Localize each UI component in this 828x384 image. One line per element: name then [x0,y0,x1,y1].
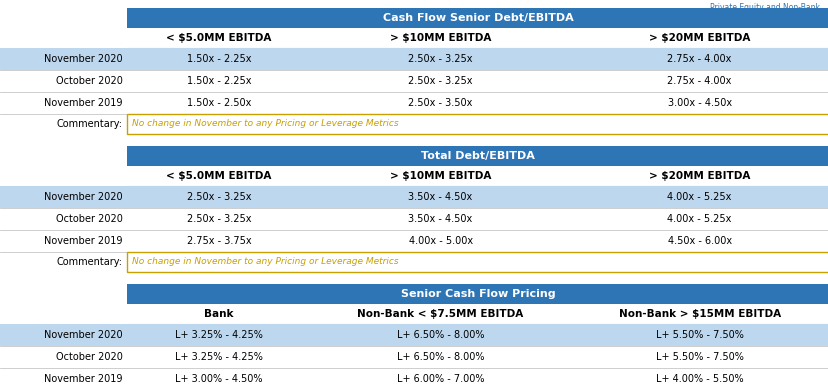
Text: 3.50x - 4.50x: 3.50x - 4.50x [408,214,472,224]
Text: > $20MM EBITDA: > $20MM EBITDA [648,33,749,43]
Text: 1.50x - 2.25x: 1.50x - 2.25x [186,54,251,64]
Text: 2.50x - 3.25x: 2.50x - 3.25x [408,76,472,86]
Text: < $5.0MM EBITDA: < $5.0MM EBITDA [166,33,272,43]
Text: November 2020: November 2020 [44,330,123,340]
Text: L+ 3.25% - 4.25%: L+ 3.25% - 4.25% [175,352,262,362]
Text: 4.00x - 5.25x: 4.00x - 5.25x [667,214,731,224]
Text: 4.00x - 5.00x: 4.00x - 5.00x [408,236,472,246]
Bar [127,146,828,166]
Text: Non-Bank < $7.5MM EBITDA: Non-Bank < $7.5MM EBITDA [357,309,523,319]
Text: > $10MM EBITDA: > $10MM EBITDA [389,171,491,181]
Text: > $10MM EBITDA: > $10MM EBITDA [389,33,491,43]
Text: L+ 6.50% - 8.00%: L+ 6.50% - 8.00% [397,352,484,362]
Text: 3.50x - 4.50x: 3.50x - 4.50x [408,192,472,202]
Text: 1.50x - 2.50x: 1.50x - 2.50x [186,98,251,108]
Text: L+ 5.50% - 7.50%: L+ 5.50% - 7.50% [655,352,743,362]
Bar [127,114,828,134]
Text: November 2019: November 2019 [44,98,123,108]
Bar [127,8,828,28]
Text: L+ 5.50% - 7.50%: L+ 5.50% - 7.50% [655,330,743,340]
Text: L+ 3.00% - 4.50%: L+ 3.00% - 4.50% [175,374,262,384]
Text: Commentary:: Commentary: [57,119,123,129]
Text: L+ 4.00% - 5.50%: L+ 4.00% - 5.50% [655,374,743,384]
Bar [0,186,828,208]
Bar [127,252,828,272]
Bar [0,48,828,70]
Bar [127,284,828,304]
Text: 1.50x - 2.25x: 1.50x - 2.25x [186,76,251,86]
Text: No change in November to any Pricing or Leverage Metrics: No change in November to any Pricing or … [132,119,398,129]
Text: 2.50x - 3.25x: 2.50x - 3.25x [186,214,251,224]
Text: November 2020: November 2020 [44,192,123,202]
Text: L+ 6.00% - 7.00%: L+ 6.00% - 7.00% [397,374,484,384]
Text: 4.00x - 5.25x: 4.00x - 5.25x [667,192,731,202]
Text: 2.75x - 4.00x: 2.75x - 4.00x [667,76,731,86]
Text: October 2020: October 2020 [56,352,123,362]
Text: November 2020: November 2020 [44,54,123,64]
Text: 4.50x - 6.00x: 4.50x - 6.00x [667,236,731,246]
Text: October 2020: October 2020 [56,76,123,86]
Text: Total Debt/EBITDA: Total Debt/EBITDA [421,151,534,161]
Text: 2.50x - 3.50x: 2.50x - 3.50x [408,98,472,108]
Text: Cash Flow Senior Debt/EBITDA: Cash Flow Senior Debt/EBITDA [382,13,573,23]
Text: Commentary:: Commentary: [57,257,123,267]
Text: L+ 3.25% - 4.25%: L+ 3.25% - 4.25% [175,330,262,340]
Text: No change in November to any Pricing or Leverage Metrics: No change in November to any Pricing or … [132,258,398,266]
Text: 3.00x - 4.50x: 3.00x - 4.50x [667,98,731,108]
Bar [0,324,828,346]
Text: November 2019: November 2019 [44,374,123,384]
Text: > $20MM EBITDA: > $20MM EBITDA [648,171,749,181]
Text: 2.50x - 3.25x: 2.50x - 3.25x [186,192,251,202]
Text: Bank: Bank [204,309,233,319]
Text: L+ 6.50% - 8.00%: L+ 6.50% - 8.00% [397,330,484,340]
Text: October 2020: October 2020 [56,214,123,224]
Text: Senior Cash Flow Pricing: Senior Cash Flow Pricing [400,289,555,299]
Text: Private Equity and Non-Bank...: Private Equity and Non-Bank... [709,3,826,12]
Text: November 2019: November 2019 [44,236,123,246]
Text: Non-Bank > $15MM EBITDA: Non-Bank > $15MM EBITDA [618,309,780,319]
Text: 2.75x - 3.75x: 2.75x - 3.75x [186,236,251,246]
Text: 2.50x - 3.25x: 2.50x - 3.25x [408,54,472,64]
Text: 2.75x - 4.00x: 2.75x - 4.00x [667,54,731,64]
Text: < $5.0MM EBITDA: < $5.0MM EBITDA [166,171,272,181]
